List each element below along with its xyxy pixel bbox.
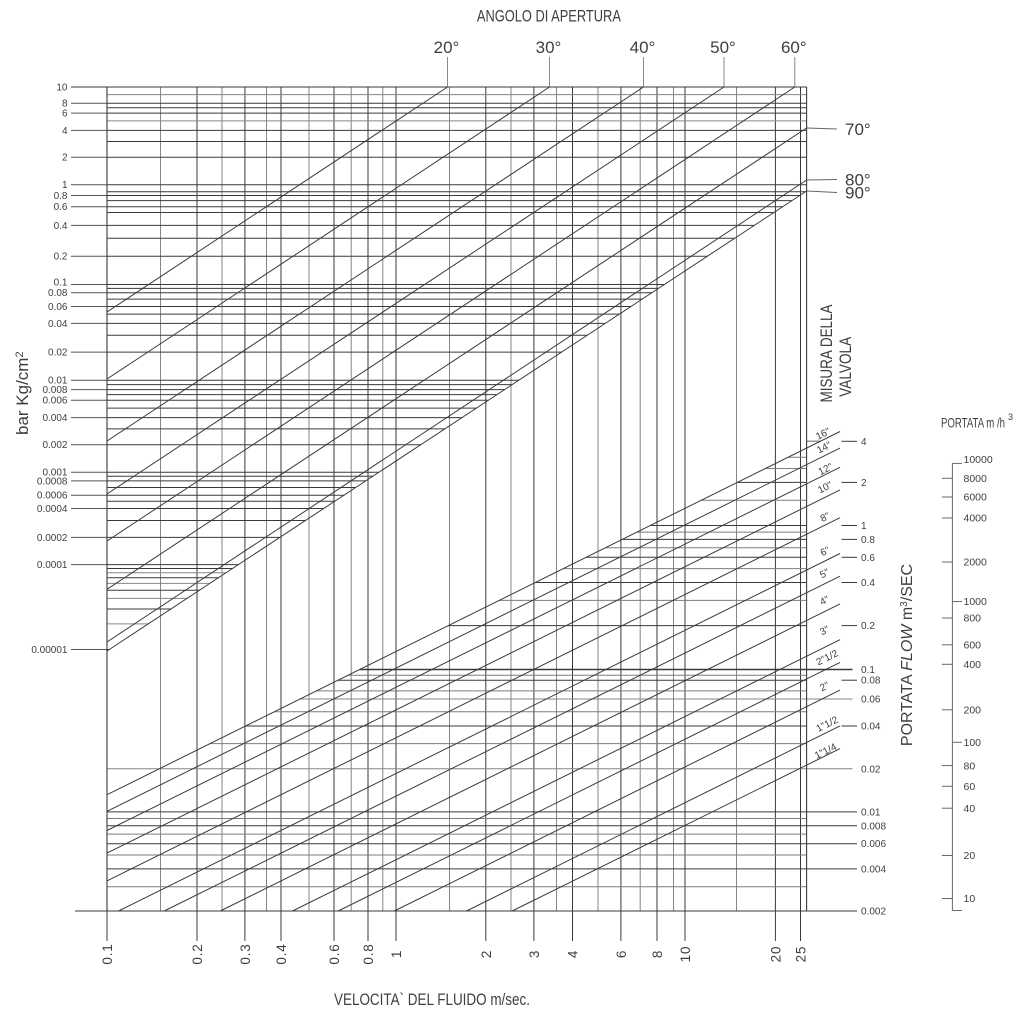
svg-text:0.8: 0.8 [54,191,68,202]
svg-text:40: 40 [964,803,976,815]
svg-text:ANGOLO DI APERTURA: ANGOLO DI APERTURA [477,7,621,26]
svg-text:800: 800 [964,613,982,625]
svg-text:90°: 90° [845,184,871,203]
svg-text:0.2: 0.2 [861,621,875,632]
svg-text:6000: 6000 [964,492,988,504]
svg-text:0.008: 0.008 [861,821,886,832]
svg-text:0.04: 0.04 [48,319,68,330]
svg-text:4: 4 [566,950,581,958]
svg-text:60: 60 [964,781,976,793]
svg-text:6: 6 [614,950,629,958]
svg-text:80: 80 [964,760,976,772]
svg-text:10: 10 [678,946,693,963]
svg-text:0.004: 0.004 [861,864,886,875]
svg-text:0.0006: 0.0006 [37,491,68,502]
svg-text:0.1: 0.1 [861,665,875,676]
svg-text:0.04: 0.04 [861,722,881,733]
svg-text:100: 100 [964,737,982,749]
svg-text:20: 20 [769,946,784,963]
svg-text:10000: 10000 [964,454,993,466]
svg-text:VALVOLA: VALVOLA [837,337,855,397]
svg-text:8: 8 [62,99,68,110]
svg-text:0.0008: 0.0008 [37,476,68,487]
svg-text:0.1: 0.1 [54,277,68,288]
svg-text:0.3: 0.3 [238,943,253,964]
svg-text:PORTATA m /h: PORTATA m /h [941,415,1005,431]
svg-text:0.0004: 0.0004 [37,504,68,515]
svg-text:PORTATA FLOW m3/SEC: PORTATA FLOW m3/SEC [899,564,916,746]
svg-text:0.02: 0.02 [861,764,881,775]
svg-text:4: 4 [861,437,867,448]
svg-text:1: 1 [389,950,404,958]
svg-text:200: 200 [964,705,982,717]
svg-text:1: 1 [861,521,867,532]
svg-text:0.2: 0.2 [190,943,205,964]
svg-text:0.02: 0.02 [48,348,68,359]
svg-text:bar Kg/cm2: bar Kg/cm2 [13,351,32,435]
svg-text:0.06: 0.06 [48,302,68,313]
svg-text:70°: 70° [845,120,871,139]
svg-text:40°: 40° [630,38,656,57]
svg-text:0.4: 0.4 [54,221,68,232]
svg-text:0.00001: 0.00001 [31,645,68,656]
svg-text:2: 2 [479,950,494,958]
svg-text:25: 25 [794,946,809,963]
svg-text:400: 400 [964,659,982,671]
svg-text:0.002: 0.002 [42,440,67,451]
svg-text:0.004: 0.004 [42,413,67,424]
svg-text:6: 6 [62,109,68,120]
svg-text:60°: 60° [781,38,807,57]
svg-text:0.2: 0.2 [54,252,68,263]
svg-text:0.06: 0.06 [861,695,881,706]
svg-text:0.8: 0.8 [861,535,875,546]
svg-text:80°: 80° [845,171,871,190]
svg-text:50°: 50° [710,38,736,57]
svg-text:0.008: 0.008 [42,385,67,396]
svg-text:1000: 1000 [964,596,988,608]
svg-text:8000: 8000 [964,473,988,485]
svg-text:1: 1 [62,180,68,191]
svg-text:30°: 30° [536,38,562,57]
svg-text:0.08: 0.08 [48,288,68,299]
svg-text:0.006: 0.006 [42,396,67,407]
svg-text:8: 8 [650,950,665,958]
svg-text:0.6: 0.6 [861,553,875,564]
svg-text:0.6: 0.6 [327,943,342,964]
svg-text:0.08: 0.08 [861,676,881,687]
svg-text:2: 2 [62,153,68,164]
svg-text:4: 4 [62,126,68,137]
svg-text:4000: 4000 [964,513,988,525]
svg-text:0.01: 0.01 [861,807,881,818]
svg-text:20: 20 [964,850,976,862]
svg-text:10: 10 [56,82,68,93]
svg-text:0.001: 0.001 [42,468,67,479]
svg-text:0.4: 0.4 [861,578,875,589]
svg-text:0.1: 0.1 [100,943,115,964]
svg-text:3: 3 [1008,412,1013,422]
svg-text:2000: 2000 [964,557,988,569]
svg-text:0.6: 0.6 [54,202,68,213]
svg-text:0.4: 0.4 [274,943,289,964]
svg-text:10: 10 [964,893,976,905]
svg-text:2: 2 [861,478,867,489]
svg-text:3: 3 [527,950,542,958]
svg-text:20°: 20° [434,38,460,57]
svg-text:0.0002: 0.0002 [37,533,68,544]
svg-text:600: 600 [964,640,982,652]
svg-text:0.002: 0.002 [861,907,886,918]
svg-text:VELOCITA` DEL FLUIDO m/sec.: VELOCITA` DEL FLUIDO m/sec. [334,990,530,1009]
svg-text:0.006: 0.006 [861,839,886,850]
svg-text:0.01: 0.01 [48,376,68,387]
svg-text:MISURA DELLA: MISURA DELLA [818,305,836,403]
svg-text:0.0001: 0.0001 [37,560,68,571]
svg-text:0.8: 0.8 [361,943,376,964]
